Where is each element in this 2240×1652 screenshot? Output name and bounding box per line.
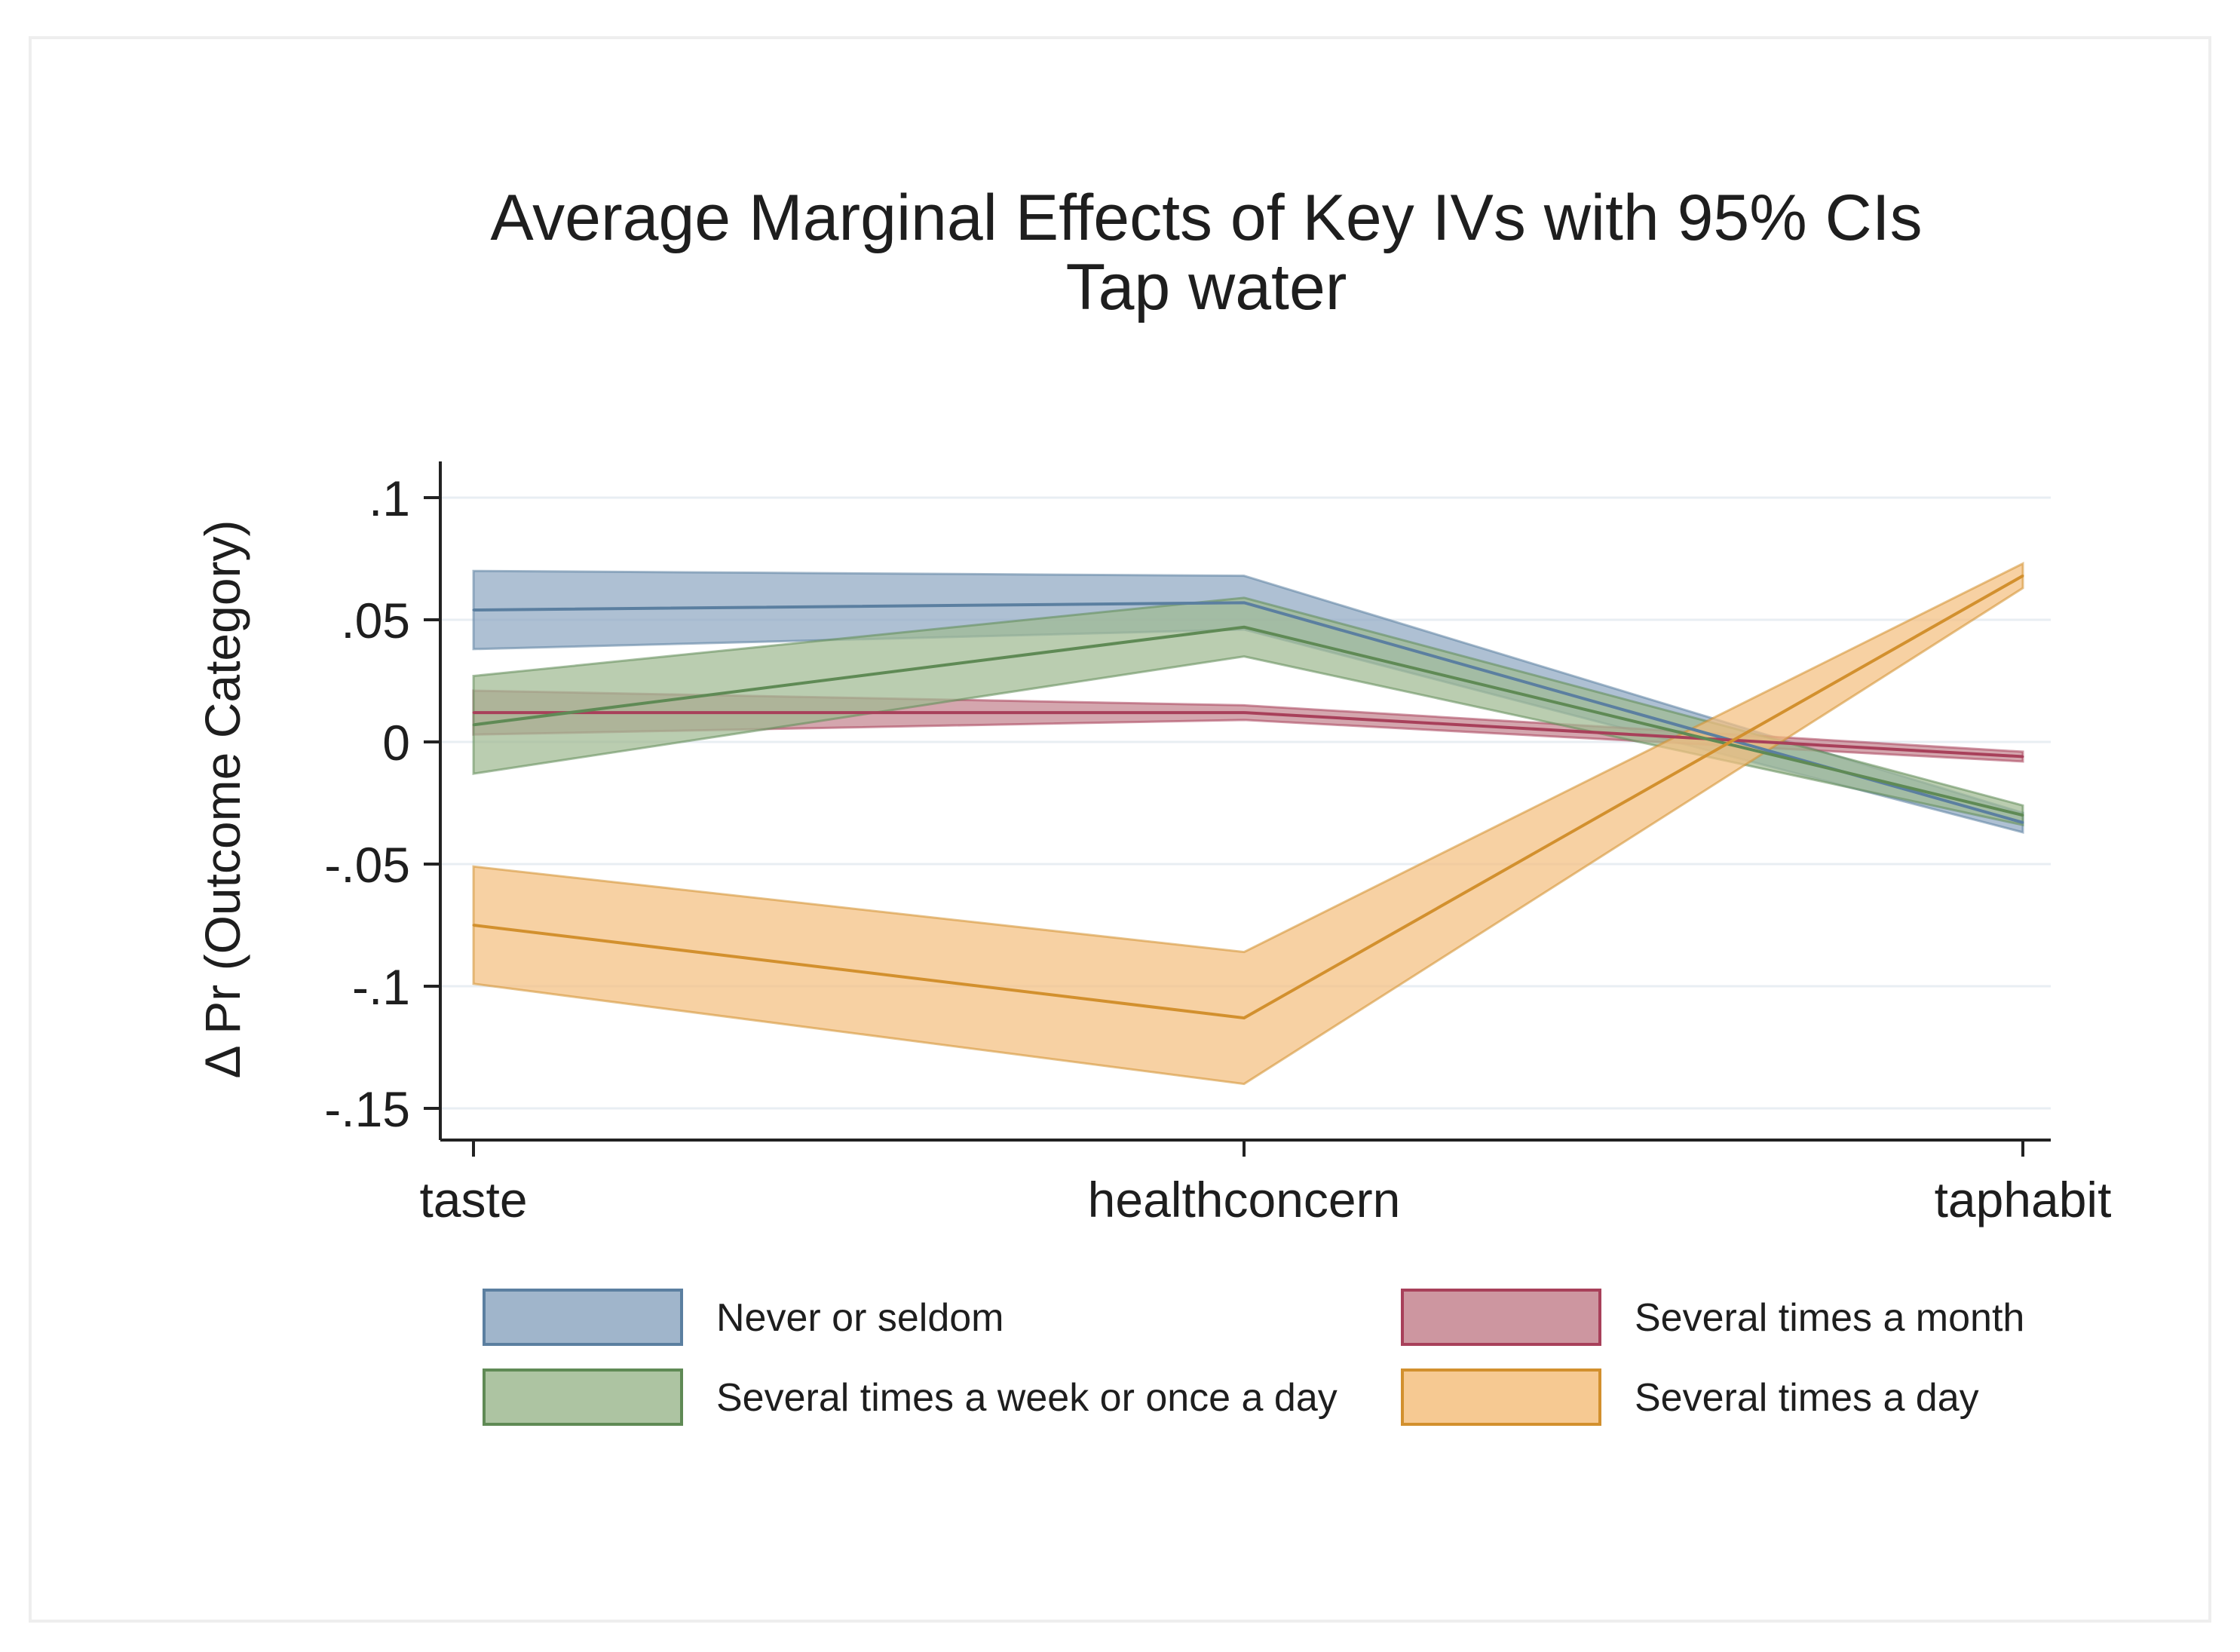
legend-swatch bbox=[483, 1289, 683, 1346]
data-point bbox=[472, 924, 475, 927]
y-tick-label: .05 bbox=[341, 593, 410, 648]
legend-label: Several times a week or once a day bbox=[716, 1376, 1338, 1420]
data-point bbox=[1243, 1016, 1246, 1019]
data-point bbox=[472, 723, 475, 726]
y-tick-label: 0 bbox=[382, 715, 410, 771]
chart-frame bbox=[29, 36, 2211, 1623]
y-tick-label: .1 bbox=[369, 470, 410, 526]
data-point bbox=[2021, 755, 2024, 758]
legend-swatch bbox=[1401, 1289, 1601, 1346]
ci-band-series-2 bbox=[472, 596, 2024, 827]
x-tick-label-healthconcern: healthconcern bbox=[1088, 1172, 1401, 1228]
chart-subtitle: Tap water bbox=[1066, 251, 1347, 323]
data-point bbox=[472, 711, 475, 714]
legend-label: Never or seldom bbox=[716, 1296, 1004, 1340]
plot-area: .1 .05 0 -.05 -.1 -.15 taste healthconcern taph… bbox=[324, 461, 2111, 1228]
chart-title: Average Marginal Effects of Key IVs with… bbox=[490, 182, 1922, 254]
data-point bbox=[1243, 626, 1246, 629]
series-lines bbox=[472, 574, 2024, 1020]
y-axis-label: Δ Pr (Outcome Category) bbox=[195, 520, 250, 1079]
x-axis-ticks: taste healthconcern taphabit bbox=[419, 1140, 2111, 1228]
y-axis-ticks: .1 .05 0 -.05 -.1 -.15 bbox=[324, 470, 440, 1137]
y-tick-label: -.1 bbox=[352, 959, 410, 1015]
legend-label: Several times a month bbox=[1635, 1296, 2024, 1340]
legend-swatch bbox=[483, 1368, 683, 1426]
data-point bbox=[2021, 814, 2024, 817]
data-point bbox=[2021, 821, 2024, 824]
y-tick-label: -.05 bbox=[324, 837, 410, 893]
data-point bbox=[472, 608, 475, 611]
data-point bbox=[1243, 601, 1246, 604]
x-tick-label-taphabit: taphabit bbox=[1935, 1172, 2112, 1228]
x-tick-label-taste: taste bbox=[419, 1172, 527, 1228]
confidence-bands bbox=[472, 562, 2024, 1086]
data-point bbox=[2021, 575, 2024, 578]
legend-swatch bbox=[1401, 1368, 1601, 1426]
legend-label: Several times a day bbox=[1635, 1376, 1979, 1420]
ci-band-series-3 bbox=[472, 562, 2024, 1086]
data-point bbox=[1243, 711, 1246, 714]
legend: Never or seldom Several times a month Seve… bbox=[483, 1289, 2024, 1426]
y-tick-label: -.15 bbox=[324, 1081, 410, 1137]
